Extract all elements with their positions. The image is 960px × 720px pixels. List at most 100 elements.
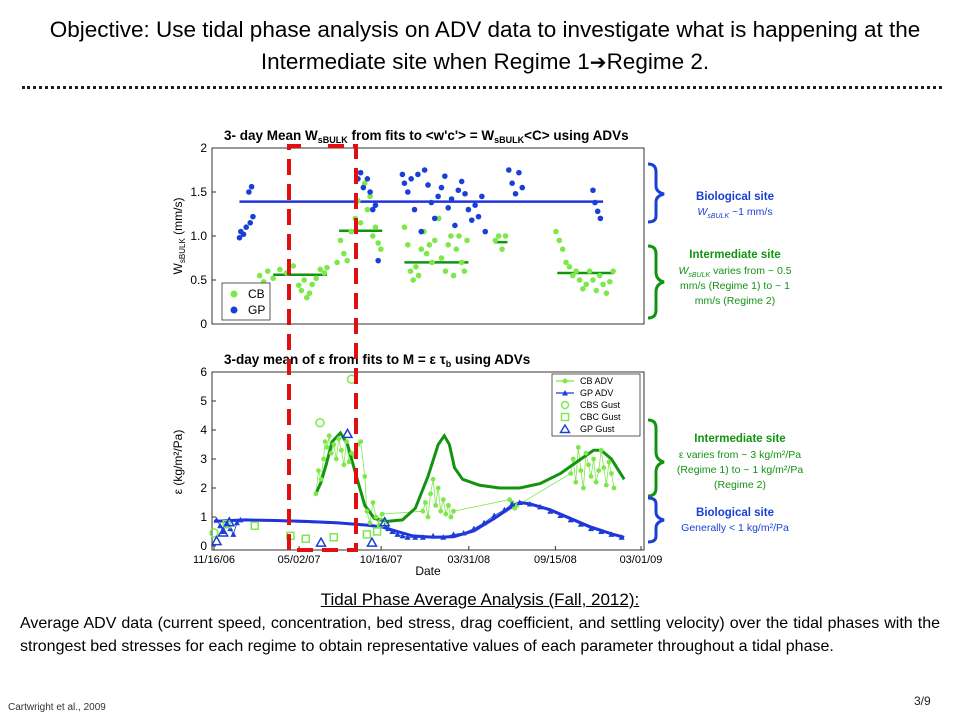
regime-transition-highlight (287, 144, 358, 552)
cb-point (290, 263, 297, 269)
cb-point (348, 228, 355, 235)
cb-point (553, 228, 559, 235)
cb-adv-point (364, 508, 370, 514)
cb-adv-point (609, 471, 614, 476)
cb-point (361, 180, 368, 186)
gp-point (445, 205, 452, 211)
cb-adv-point (591, 456, 596, 462)
legend-cbc-gust-marker (560, 412, 570, 422)
gp-adv-point (404, 534, 411, 540)
cb-adv-point (336, 436, 342, 442)
cbs-gust-point (209, 528, 219, 538)
gp-point (408, 176, 414, 182)
gp-point (475, 213, 482, 220)
annotations: Biological site WsBULK ~1 mm/s Intermedi… (647, 162, 803, 544)
gp-gust-point (210, 535, 223, 546)
cbc-gust-point (362, 530, 372, 539)
cbc-gust-point (301, 534, 310, 543)
gp-adv-point (385, 525, 392, 532)
cb-adv-point (420, 508, 426, 514)
gp-point (418, 228, 425, 235)
chart1-legend: CB GP (221, 282, 271, 321)
gp-point (442, 173, 448, 179)
cb-point (341, 250, 347, 257)
gp-adv-point (412, 534, 419, 540)
gp-adv-point (470, 525, 477, 532)
cb-adv-point (588, 474, 594, 479)
chart2-x-ticks: 11/16/06 05/02/07 10/16/07 03/31/08 09/15/08… (193, 546, 662, 566)
chart2-ylabel: ε (kg/m²/Pa) (171, 430, 185, 495)
cb-adv-point (445, 503, 451, 508)
settling-velocity-chart: 3- day Mean WsBULK from fits to <w'c'> =… (171, 128, 645, 331)
cb-point (569, 272, 576, 279)
cb-point (295, 282, 302, 289)
chart2-xtick-label: 11/16/06 (193, 554, 235, 566)
legend-gp-label: GP (248, 303, 265, 317)
gp-point (482, 228, 489, 235)
cb-point (401, 224, 408, 230)
cb-point (583, 281, 590, 288)
gp-point (248, 183, 255, 190)
cb-point (301, 277, 307, 283)
annotation-biological2-line1: Generally < 1 kg/m²/Pa (681, 522, 789, 534)
gp-point (431, 215, 438, 222)
gp-point (401, 180, 408, 186)
cb-point (458, 259, 465, 266)
gp-point (369, 206, 376, 213)
cb-adv-point (358, 439, 364, 444)
gp-adv-point (399, 532, 406, 539)
gp-gust-point (217, 526, 229, 537)
cb-point (423, 250, 430, 257)
annotation-intermediate-line2: mm/s (Regime 1) to ~ 1 (680, 280, 790, 292)
chart2-y-ticks: 0 1 2 3 4 5 6 (200, 365, 216, 553)
cb-adv-point (370, 500, 376, 505)
cb-point (313, 275, 320, 282)
charts-figure: 3- day Mean WsBULK from fits to <w'c'> =… (171, 128, 803, 578)
cb-point (410, 277, 416, 283)
gp-point (448, 196, 455, 202)
cbc-gust-point (329, 533, 338, 542)
cb-point (344, 257, 351, 264)
gp-point (516, 169, 522, 176)
cb-point (407, 268, 414, 275)
title-text-part1: Objective: Use tidal phase analysis on A… (49, 17, 921, 74)
cb-adv-point (438, 508, 444, 514)
cb-point (413, 264, 419, 270)
cb-point (492, 237, 499, 244)
chart2-xlabel: Date (415, 564, 441, 578)
cb-adv-point (601, 465, 607, 471)
legend-cbs-gust-label: CBS Gust (580, 400, 621, 410)
legend-gp-adv-marker (562, 390, 568, 396)
chart2-ytick-label: 5 (200, 394, 207, 408)
cb-adv-point (448, 514, 454, 520)
cb-point (337, 237, 344, 244)
cb-point (456, 233, 462, 239)
gp-adv-point (598, 528, 605, 534)
right-arrow-icon: ➔ (589, 52, 607, 74)
gp-adv-point (394, 531, 401, 537)
cb-point (593, 287, 600, 294)
cb-adv-point (435, 485, 441, 491)
legend-gp-gust-marker (559, 423, 571, 434)
chart2-ytick-label: 2 (200, 481, 207, 495)
cb-point (309, 281, 315, 288)
title-text-part2: Regime 2. (606, 49, 710, 74)
chart2-ytick-label: 4 (200, 423, 207, 437)
cb-point (256, 272, 263, 279)
cb-point (563, 259, 569, 266)
chart1-ytick-label: 0 (200, 317, 207, 331)
gp-point (425, 182, 431, 188)
cb-point (600, 281, 606, 288)
annotation-biological-title: Biological site (696, 191, 774, 203)
annotation-intermediate2-line3: (Regime 2) (714, 479, 766, 491)
cb-adv-point (322, 439, 328, 444)
cb-point (453, 246, 460, 252)
regime-box-right (289, 144, 358, 552)
chart2-legend-box (551, 373, 641, 437)
gp-gust-point (378, 516, 391, 527)
gp-point (594, 208, 601, 215)
gp-point (435, 193, 441, 200)
cb-adv-point (568, 471, 574, 476)
cb-point (610, 268, 616, 275)
gp-point (590, 187, 596, 194)
